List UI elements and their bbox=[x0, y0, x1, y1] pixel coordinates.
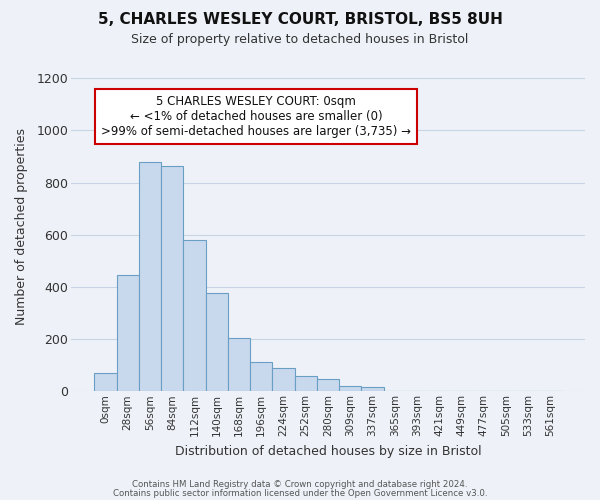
Text: Size of property relative to detached houses in Bristol: Size of property relative to detached ho… bbox=[131, 32, 469, 46]
Bar bbox=[272, 368, 295, 392]
Bar bbox=[139, 162, 161, 392]
Text: 5, CHARLES WESLEY COURT, BRISTOL, BS5 8UH: 5, CHARLES WESLEY COURT, BRISTOL, BS5 8U… bbox=[98, 12, 502, 28]
Bar bbox=[339, 386, 361, 392]
Y-axis label: Number of detached properties: Number of detached properties bbox=[15, 128, 28, 326]
Bar bbox=[361, 387, 383, 392]
Bar bbox=[295, 376, 317, 392]
Text: Contains public sector information licensed under the Open Government Licence v3: Contains public sector information licen… bbox=[113, 489, 487, 498]
Bar bbox=[116, 275, 139, 392]
X-axis label: Distribution of detached houses by size in Bristol: Distribution of detached houses by size … bbox=[175, 444, 481, 458]
Text: Contains HM Land Registry data © Crown copyright and database right 2024.: Contains HM Land Registry data © Crown c… bbox=[132, 480, 468, 489]
Bar bbox=[317, 380, 339, 392]
Bar bbox=[228, 338, 250, 392]
Bar bbox=[94, 373, 116, 392]
Bar bbox=[206, 294, 228, 392]
Text: 5 CHARLES WESLEY COURT: 0sqm
← <1% of detached houses are smaller (0)
>99% of se: 5 CHARLES WESLEY COURT: 0sqm ← <1% of de… bbox=[101, 96, 411, 138]
Bar bbox=[184, 240, 206, 392]
Bar bbox=[161, 166, 184, 392]
Bar bbox=[250, 362, 272, 392]
